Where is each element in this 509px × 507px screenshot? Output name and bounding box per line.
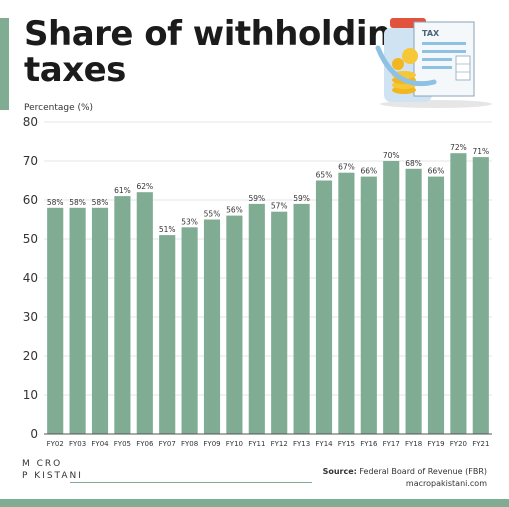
bar xyxy=(248,203,265,434)
bar-value-label: 72% xyxy=(450,143,467,152)
x-tick-label: FY20 xyxy=(450,440,467,448)
bar xyxy=(271,211,288,434)
title-line-1: Share of withholding xyxy=(24,14,415,54)
x-tick-label: FY11 xyxy=(248,440,265,448)
bar-value-label: 70% xyxy=(383,151,400,160)
x-tick-label: FY13 xyxy=(293,440,310,448)
macropakistani-logo: M CRO P KISTANI xyxy=(22,458,83,482)
bar xyxy=(91,207,109,434)
x-tick-label: FY21 xyxy=(472,440,489,448)
bar xyxy=(181,227,198,434)
title-line-2: taxes xyxy=(24,50,126,90)
y-axis-label: Percentage (%) xyxy=(24,103,93,113)
x-tick-label: FY09 xyxy=(203,440,220,448)
bar-value-label: 71% xyxy=(472,147,489,156)
bar-value-label: 57% xyxy=(271,202,288,211)
source-text: Federal Board of Revenue (FBR) xyxy=(359,467,487,476)
source-label: Source: xyxy=(322,467,357,476)
bar xyxy=(114,196,131,434)
bar-value-label: 66% xyxy=(428,167,445,176)
x-tick-label: FY05 xyxy=(114,440,131,448)
y-tick-label: 50 xyxy=(23,232,38,246)
bar xyxy=(293,203,310,434)
y-tick-label: 70 xyxy=(23,154,38,168)
bar-value-label: 62% xyxy=(136,182,153,191)
bar xyxy=(203,219,221,434)
bar-value-label: 58% xyxy=(47,198,64,207)
y-tick-label: 20 xyxy=(23,349,38,363)
y-tick-label: 40 xyxy=(23,271,38,285)
y-tick-label: 10 xyxy=(23,388,38,402)
x-tick-label: FY12 xyxy=(271,440,288,448)
illustration-tax-label: TAX xyxy=(422,29,440,38)
title-accent-bar xyxy=(0,18,9,110)
x-tick-label: FY14 xyxy=(315,440,333,448)
x-tick-label: FY18 xyxy=(405,440,422,448)
y-tick-label: 0 xyxy=(30,427,38,441)
website-text[interactable]: macropakistani.com xyxy=(405,479,487,488)
bar-value-label: 67% xyxy=(338,163,355,172)
x-tick-label: FY03 xyxy=(69,440,86,448)
bar xyxy=(338,172,355,434)
x-tick-label: FY02 xyxy=(47,440,64,448)
bar xyxy=(450,153,467,434)
bar xyxy=(360,176,377,434)
bar-value-label: 61% xyxy=(114,186,131,195)
x-tick-label: FY19 xyxy=(427,440,444,448)
logo-line-2: P KISTANI xyxy=(22,471,83,481)
bar xyxy=(47,207,64,434)
bar xyxy=(405,168,422,435)
x-tick-label: FY07 xyxy=(159,440,176,448)
source-line: Source: Federal Board of Revenue (FBR) xyxy=(323,466,487,478)
bottom-accent-bar xyxy=(0,499,509,507)
bar-value-label: 68% xyxy=(405,159,422,168)
tax-jar-illustration-icon: TAX xyxy=(375,18,492,108)
bar xyxy=(159,235,176,434)
x-tick-label: FY10 xyxy=(226,440,243,448)
chart-title: Share of withholding taxes xyxy=(24,16,415,88)
x-tick-label: FY06 xyxy=(136,440,154,448)
bar-value-label: 59% xyxy=(248,194,265,203)
bar xyxy=(383,161,400,434)
bar xyxy=(226,215,243,434)
bar xyxy=(315,180,333,434)
bar-value-label: 59% xyxy=(293,194,310,203)
y-tick-label: 30 xyxy=(23,310,38,324)
source-block: Source: Federal Board of Revenue (FBR) m… xyxy=(323,466,487,490)
bar-value-label: 66% xyxy=(360,167,377,176)
bar-value-label: 58% xyxy=(69,198,86,207)
x-tick-label: FY15 xyxy=(338,440,355,448)
bar-value-label: 65% xyxy=(316,171,333,180)
y-tick-label: 60 xyxy=(23,193,38,207)
bar-value-label: 55% xyxy=(204,210,221,219)
x-tick-label: FY08 xyxy=(181,440,198,448)
bar xyxy=(427,176,445,434)
bar-chart: Percentage (%) 0 10 20 30 40 50 60 70 80 58% 58% 5… xyxy=(23,103,492,448)
bar-value-label: 58% xyxy=(92,198,109,207)
x-tick-label: FY17 xyxy=(383,440,400,448)
bar-value-label: 51% xyxy=(159,225,176,234)
logo-line-1: M CRO xyxy=(22,459,63,469)
bar-value-label: 53% xyxy=(181,217,198,226)
bar xyxy=(472,157,489,434)
bar xyxy=(69,207,86,434)
footer-divider xyxy=(70,482,312,483)
bar-value-label: 56% xyxy=(226,206,243,215)
y-tick-label: 80 xyxy=(23,115,38,129)
x-tick-label: FY04 xyxy=(91,440,109,448)
x-tick-label: FY16 xyxy=(360,440,378,448)
bar xyxy=(136,192,153,434)
